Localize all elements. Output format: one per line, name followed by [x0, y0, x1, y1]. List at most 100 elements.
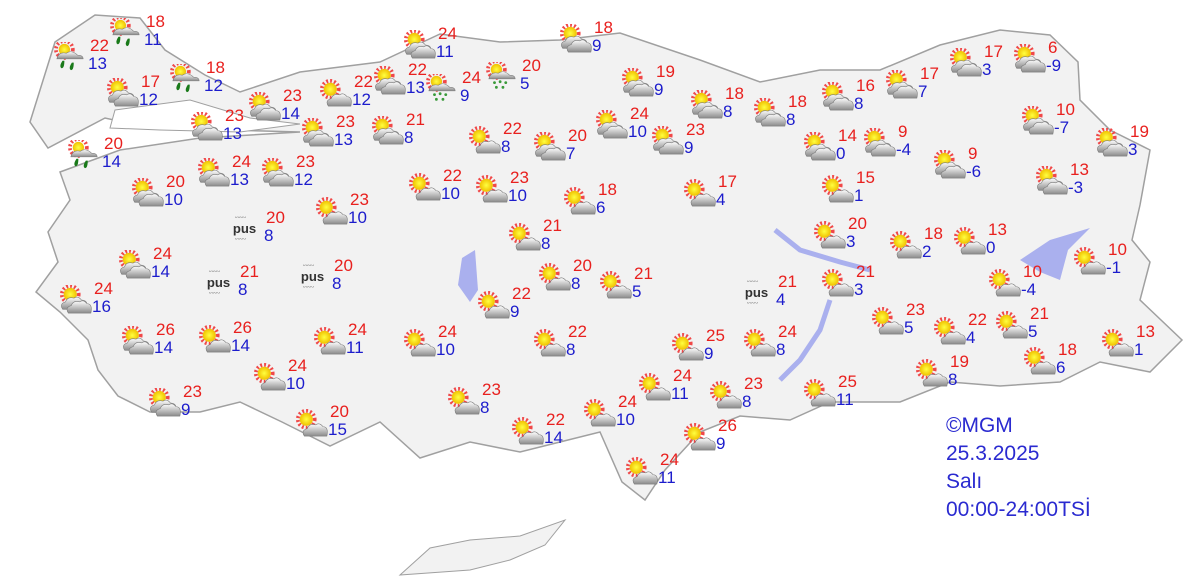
max-temp: 10: [1108, 240, 1127, 259]
max-temp: 13: [1070, 160, 1089, 179]
max-temp: 21: [406, 110, 425, 129]
max-temp: 21: [778, 272, 797, 291]
station: 20 3: [810, 214, 880, 260]
max-temp: 22: [968, 310, 987, 329]
max-temp: 24: [778, 322, 797, 341]
mostly-sunny-icon: [313, 326, 346, 355]
max-temp: 22: [512, 284, 531, 303]
min-temp: 11: [658, 468, 676, 487]
min-temp: -1: [1106, 258, 1122, 277]
min-temp: 6: [1056, 358, 1066, 377]
max-temp: 20: [104, 134, 123, 153]
station: 19 3: [1092, 122, 1162, 168]
mostly-sunny-icon: [671, 332, 704, 361]
station: 24 10: [592, 104, 662, 150]
mostly-sunny-icon: [803, 378, 836, 407]
max-temp: 18: [788, 92, 807, 111]
partly-cloudy-icon: [403, 30, 436, 59]
station: ᵕᵕᵕᵕ pus ᵕᵕᵕᵕ 20 8: [228, 208, 298, 254]
max-temp: 21: [543, 216, 562, 235]
max-temp: 24: [660, 450, 679, 469]
min-temp: 11: [671, 384, 689, 403]
period: 00:00-24:00TSİ: [946, 498, 1091, 521]
max-temp: 22: [90, 36, 109, 55]
max-temp: 20: [568, 126, 587, 145]
station: 20 7: [530, 126, 600, 172]
station: 26 14: [195, 318, 265, 364]
min-temp: 5: [1028, 322, 1038, 341]
station: 18 6: [1020, 340, 1090, 386]
min-temp: 7: [566, 144, 576, 163]
min-temp: 8: [238, 280, 248, 299]
station: 21 8: [505, 216, 575, 262]
partly-cloudy-icon: [821, 82, 854, 111]
station: 24 11: [635, 366, 705, 412]
map-info: ©MGM 25.3.2025 Salı 00:00-24:00TSİ: [946, 412, 1091, 524]
max-temp: 19: [1130, 122, 1149, 141]
station: 20 10: [128, 172, 198, 218]
max-temp: 24: [438, 24, 457, 43]
mostly-sunny-icon: [953, 226, 986, 255]
partly-cloudy-icon: [190, 112, 223, 141]
max-temp: 10: [1023, 262, 1042, 281]
partly-cloudy-icon: [148, 388, 181, 417]
min-temp: 4: [776, 290, 786, 309]
max-temp: 9: [968, 144, 978, 163]
partly-cloudy-icon: [197, 158, 230, 187]
min-temp: 10: [441, 184, 460, 203]
mostly-sunny-icon: [683, 422, 716, 451]
mostly-sunny-icon: [625, 456, 658, 485]
min-temp: 8: [541, 234, 551, 253]
min-temp: 5: [632, 282, 642, 301]
partly-cloudy-icon: [863, 128, 896, 157]
mostly-sunny-icon: [709, 380, 742, 409]
max-temp: 24: [673, 366, 692, 385]
station: 23 8: [706, 374, 776, 420]
station: 6 -9: [1010, 38, 1080, 84]
partly-cloudy-icon: [1095, 128, 1128, 157]
station: 22 9: [474, 284, 544, 330]
mostly-sunny-icon: [743, 328, 776, 357]
max-temp: 22: [568, 322, 587, 341]
station: ᵕᵕᵕᵕ pus ᵕᵕᵕᵕ 20 8: [296, 256, 366, 302]
min-temp: 4: [966, 328, 976, 347]
max-temp: 23: [510, 168, 529, 187]
station: 25 9: [668, 326, 738, 372]
partly-cloudy-icon: [651, 126, 684, 155]
max-temp: 13: [1136, 322, 1155, 341]
min-temp: 10: [286, 374, 305, 393]
mostly-sunny-icon: [813, 220, 846, 249]
max-temp: 23: [350, 190, 369, 209]
station: 23 13: [187, 106, 257, 152]
ataturk-dam-lake: [773, 228, 871, 382]
mostly-sunny-icon: [821, 268, 854, 297]
partly-cloudy-icon: [131, 178, 164, 207]
min-temp: 14: [544, 428, 563, 447]
svg-text:ᵕᵕᵕᵕ: ᵕᵕᵕᵕ: [235, 214, 246, 222]
max-temp: 24: [94, 279, 113, 298]
min-temp: 10: [348, 208, 367, 227]
min-temp: 8: [501, 137, 511, 156]
partly-cloudy-icon: [595, 110, 628, 139]
max-temp: 20: [266, 208, 285, 227]
partly-cloudy-icon: [949, 48, 982, 77]
min-temp: 5: [904, 318, 914, 337]
max-temp: 24: [438, 322, 457, 341]
partly-cloudy-icon: [1035, 166, 1068, 195]
station: 23 5: [868, 300, 938, 346]
station: 20 14: [66, 134, 136, 180]
station: 23 9: [648, 120, 718, 166]
max-temp: 26: [156, 320, 175, 339]
mostly-sunny-icon: [408, 172, 441, 201]
station: 24 11: [310, 320, 380, 366]
min-temp: 10: [436, 340, 455, 359]
max-temp: 18: [1058, 340, 1077, 359]
max-temp: 23: [183, 382, 202, 401]
station: 23 10: [472, 168, 542, 214]
partly-cloudy-icon: [248, 92, 281, 121]
max-temp: 24: [630, 104, 649, 123]
mostly-sunny-icon: [475, 174, 508, 203]
station: 26 9: [680, 416, 750, 462]
station: 13 0: [950, 220, 1020, 266]
